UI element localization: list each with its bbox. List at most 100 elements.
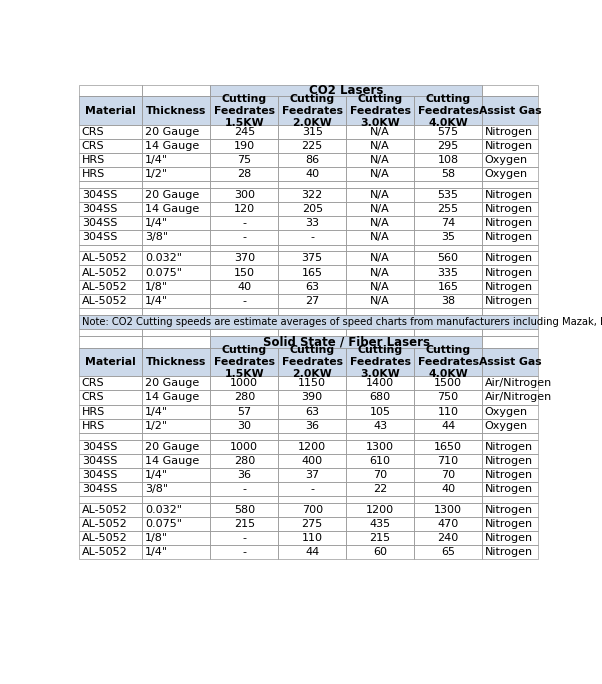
Bar xyxy=(278,308,346,315)
Bar xyxy=(142,496,210,503)
Bar xyxy=(482,391,538,404)
Text: CRS: CRS xyxy=(82,378,104,389)
Bar xyxy=(482,330,538,337)
Text: 470: 470 xyxy=(438,519,459,529)
Bar xyxy=(142,96,210,124)
Bar xyxy=(79,433,142,440)
Text: AL-5052: AL-5052 xyxy=(82,253,128,263)
Bar xyxy=(79,96,538,124)
Bar xyxy=(278,244,346,251)
Text: 1/4": 1/4" xyxy=(145,406,169,417)
Bar xyxy=(210,251,278,265)
Bar xyxy=(278,391,346,404)
Bar xyxy=(346,181,414,188)
Bar xyxy=(346,231,414,244)
Text: AL-5052: AL-5052 xyxy=(82,519,128,529)
Text: Assist Gas: Assist Gas xyxy=(479,357,541,367)
Text: 28: 28 xyxy=(237,169,252,179)
Bar xyxy=(482,216,538,231)
Text: Material: Material xyxy=(85,105,136,116)
Text: 43: 43 xyxy=(373,421,387,431)
Text: Assist Gas: Assist Gas xyxy=(479,105,541,116)
Text: 86: 86 xyxy=(305,155,319,165)
Bar xyxy=(79,216,142,231)
Bar xyxy=(346,202,414,216)
Bar xyxy=(482,202,538,216)
Text: Nitrogen: Nitrogen xyxy=(485,218,533,228)
Bar xyxy=(482,496,538,503)
Bar xyxy=(482,376,538,391)
Text: 40: 40 xyxy=(441,484,455,494)
Bar xyxy=(346,482,414,496)
Bar xyxy=(79,482,538,496)
Bar xyxy=(346,468,414,482)
Bar xyxy=(79,433,538,440)
Text: Thickness: Thickness xyxy=(146,105,206,116)
Text: 275: 275 xyxy=(302,519,323,529)
Text: Cutting
Feedrates
2.0KW: Cutting Feedrates 2.0KW xyxy=(282,94,343,127)
Bar xyxy=(210,440,278,453)
Bar xyxy=(79,496,538,503)
Text: HRS: HRS xyxy=(82,155,105,165)
Text: AL-5052: AL-5052 xyxy=(82,267,128,278)
Bar xyxy=(482,293,538,308)
Text: AL-5052: AL-5052 xyxy=(82,295,128,306)
Bar xyxy=(210,545,278,560)
Bar xyxy=(210,496,278,503)
Text: 304SS: 304SS xyxy=(82,456,117,466)
Bar xyxy=(414,96,482,124)
Text: AL-5052: AL-5052 xyxy=(82,505,128,515)
Bar xyxy=(278,482,346,496)
Text: 3/8": 3/8" xyxy=(145,233,169,242)
Bar xyxy=(142,330,210,337)
Text: 150: 150 xyxy=(234,267,255,278)
Text: 20 Gauge: 20 Gauge xyxy=(145,442,199,451)
Text: Nitrogen: Nitrogen xyxy=(485,282,533,291)
Text: 63: 63 xyxy=(305,282,319,291)
Bar xyxy=(142,517,210,531)
Text: 105: 105 xyxy=(370,406,391,417)
Text: 435: 435 xyxy=(370,519,391,529)
Bar xyxy=(210,337,482,348)
Bar xyxy=(346,503,414,517)
Bar xyxy=(79,308,142,315)
Bar xyxy=(142,433,210,440)
Text: Nitrogen: Nitrogen xyxy=(485,456,533,466)
Text: 40: 40 xyxy=(237,282,251,291)
Bar xyxy=(278,293,346,308)
Bar xyxy=(414,376,482,391)
Bar xyxy=(278,517,346,531)
Text: 38: 38 xyxy=(441,295,455,306)
Bar xyxy=(278,453,346,468)
Bar xyxy=(142,85,210,96)
Text: Solid State / Fiber Lasers: Solid State / Fiber Lasers xyxy=(262,336,430,349)
Text: 535: 535 xyxy=(438,190,459,200)
Text: 315: 315 xyxy=(302,127,323,137)
Text: 1000: 1000 xyxy=(230,378,258,389)
Bar xyxy=(414,244,482,251)
Bar xyxy=(210,517,278,531)
Bar xyxy=(79,330,538,337)
Bar xyxy=(414,517,482,531)
Text: Air/Nitrogen: Air/Nitrogen xyxy=(485,393,552,402)
Bar xyxy=(482,545,538,560)
Bar xyxy=(210,293,278,308)
Bar xyxy=(79,308,538,315)
Text: -: - xyxy=(242,484,246,494)
Text: 70: 70 xyxy=(441,470,455,480)
Text: N/A: N/A xyxy=(370,233,390,242)
Bar xyxy=(346,330,414,337)
Text: 22: 22 xyxy=(373,484,387,494)
Bar xyxy=(414,293,482,308)
Bar xyxy=(482,433,538,440)
Bar xyxy=(142,468,210,482)
Bar xyxy=(278,280,346,293)
Bar xyxy=(414,308,482,315)
Bar xyxy=(79,293,538,308)
Text: Nitrogen: Nitrogen xyxy=(485,505,533,515)
Text: 205: 205 xyxy=(302,205,323,214)
Bar xyxy=(210,391,278,404)
Text: 240: 240 xyxy=(438,534,459,543)
Bar xyxy=(79,139,538,153)
Text: 390: 390 xyxy=(302,393,323,402)
